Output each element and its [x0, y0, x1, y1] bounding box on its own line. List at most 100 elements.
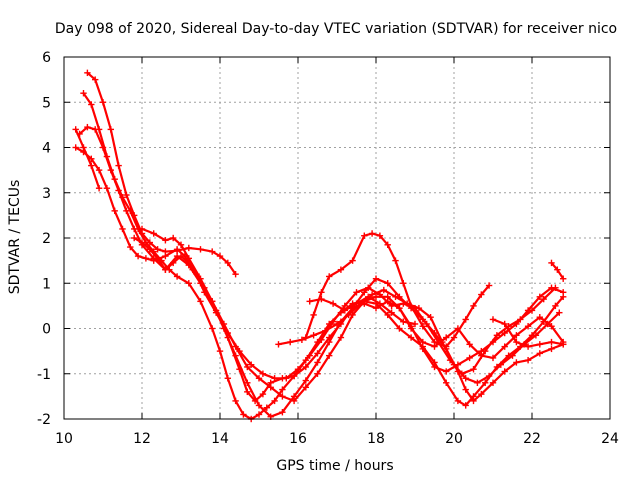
data-point	[365, 293, 372, 301]
data-point	[306, 298, 313, 305]
data-point	[322, 327, 329, 334]
data-point	[501, 320, 508, 328]
data-point	[384, 298, 391, 305]
data-point	[349, 257, 356, 264]
data-point	[314, 359, 321, 366]
data-point	[396, 325, 403, 332]
data-point	[361, 232, 368, 239]
series-track-12	[548, 259, 567, 282]
data-point	[478, 390, 485, 398]
data-point	[548, 323, 555, 330]
data-point	[99, 144, 107, 151]
data-point	[107, 166, 114, 174]
series-track-11	[489, 316, 567, 350]
data-point	[423, 320, 430, 328]
data-point	[372, 275, 380, 282]
data-point	[287, 338, 294, 346]
data-point	[524, 323, 532, 330]
data-point	[103, 185, 111, 192]
series-track-4	[76, 123, 567, 405]
data-point	[466, 354, 473, 362]
data-point	[240, 411, 247, 418]
y-tick-label: 2	[42, 231, 51, 247]
series-line	[74, 128, 101, 190]
data-point	[154, 255, 161, 262]
data-point	[407, 302, 415, 310]
data-point	[501, 329, 508, 337]
x-tick-label: 22	[523, 431, 541, 447]
data-point	[326, 273, 333, 280]
data-point	[259, 390, 267, 398]
y-tick-label: 3	[42, 186, 51, 202]
data-point	[197, 275, 204, 282]
data-point	[497, 361, 504, 368]
data-point	[302, 363, 309, 371]
grid-layer	[64, 57, 610, 419]
y-axis-label: SDTVAR / TECUs	[7, 180, 23, 295]
data-point	[232, 352, 239, 359]
data-point	[127, 243, 134, 251]
data-point	[177, 241, 185, 248]
data-point	[411, 320, 419, 328]
data-point	[489, 316, 497, 323]
data-point	[131, 234, 138, 242]
data-point	[326, 338, 333, 346]
y-tick-labels: -2 -1 0 1 2 3 4 5 6	[37, 50, 51, 428]
data-point	[501, 343, 508, 350]
data-point	[220, 325, 228, 332]
data-point	[255, 402, 263, 409]
data-point	[279, 393, 286, 400]
data-point	[177, 252, 185, 260]
data-point	[232, 271, 239, 278]
data-point	[443, 368, 450, 375]
data-point	[560, 275, 567, 282]
x-tick-label: 12	[133, 431, 151, 447]
data-point	[271, 397, 278, 405]
x-tick-label: 10	[55, 431, 73, 447]
data-point	[380, 286, 387, 294]
data-point	[462, 402, 469, 409]
data-point	[185, 244, 192, 252]
data-point	[536, 350, 543, 357]
data-point	[318, 336, 325, 344]
data-point	[314, 370, 321, 377]
data-point	[470, 302, 477, 310]
data-point	[462, 316, 469, 323]
series-track-1	[84, 69, 239, 278]
data-point	[407, 334, 415, 341]
data-point	[162, 252, 169, 260]
data-point	[489, 379, 497, 386]
data-point	[466, 341, 473, 348]
data-point	[554, 266, 561, 273]
data-point	[162, 266, 169, 273]
chart-title: Day 098 of 2020, Sidereal Day-to-day VTE…	[55, 21, 617, 37]
data-point	[209, 298, 216, 305]
data-point	[489, 354, 497, 362]
data-point	[388, 309, 395, 316]
data-point	[197, 298, 204, 305]
data-point	[427, 313, 434, 321]
data-layer	[72, 69, 567, 423]
data-point	[431, 363, 438, 371]
data-point	[275, 341, 282, 348]
data-point	[92, 76, 99, 83]
y-tick-label: 1	[42, 276, 51, 292]
data-point	[290, 372, 298, 380]
data-point	[552, 302, 559, 310]
data-point	[224, 375, 231, 382]
data-point	[306, 352, 313, 359]
data-point	[443, 343, 450, 350]
data-point	[216, 252, 224, 260]
data-point	[326, 352, 333, 359]
data-point	[431, 338, 438, 346]
data-point	[341, 307, 348, 314]
data-point	[150, 257, 157, 264]
data-point	[548, 284, 555, 291]
data-point	[400, 280, 407, 287]
x-tick-label: 18	[367, 431, 385, 447]
data-point	[154, 246, 161, 253]
data-point	[493, 332, 501, 339]
data-point	[72, 126, 79, 133]
data-point	[372, 304, 380, 312]
